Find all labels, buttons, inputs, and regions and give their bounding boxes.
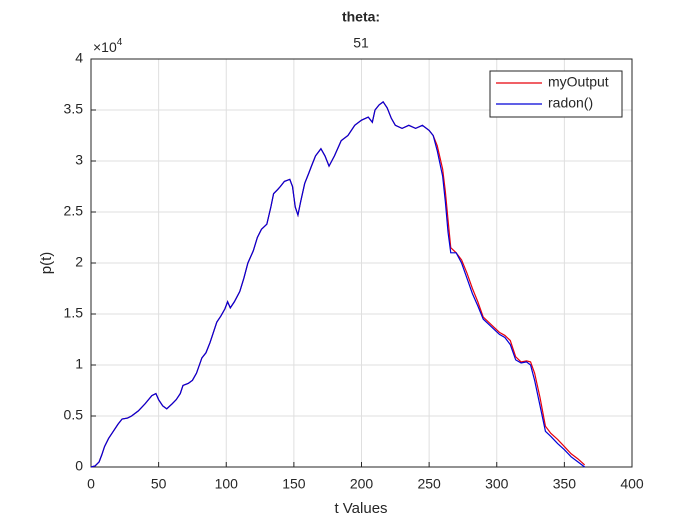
plot-frame xyxy=(90,58,633,468)
y-exponent: ×104 xyxy=(93,37,123,55)
y-tick-label: 1 xyxy=(75,356,83,372)
x-tick-label: 350 xyxy=(553,476,577,492)
x-axis-label: t Values xyxy=(334,500,387,517)
x-tick-label: 0 xyxy=(87,476,95,492)
y-tick-label: 0.5 xyxy=(64,407,84,423)
y-exponent-base: ×10 xyxy=(93,39,117,55)
chart-subtitle: 51 xyxy=(353,35,369,51)
data-line xyxy=(90,100,586,468)
y-tick-label: 4 xyxy=(75,50,83,66)
y-axis-label: p(t) xyxy=(38,252,55,275)
legend-label: myOutput xyxy=(548,74,609,90)
y-exponent-power: 4 xyxy=(117,37,123,48)
x-tick-label: 250 xyxy=(417,476,441,492)
x-tick-label: 150 xyxy=(282,476,306,492)
x-tick-label: 400 xyxy=(620,476,644,492)
y-tick-label: 3 xyxy=(75,152,83,168)
y-tick-label: 2.5 xyxy=(64,203,84,219)
y-tick-label: 3.5 xyxy=(64,101,84,117)
y-tick-label: 0 xyxy=(75,458,83,474)
y-tick-label: 1.5 xyxy=(64,305,84,321)
x-tick-label: 300 xyxy=(485,476,509,492)
x-tick-label: 100 xyxy=(215,476,239,492)
legend-label: radon() xyxy=(548,95,593,111)
x-tick-label: 200 xyxy=(350,476,374,492)
y-tick-label: 2 xyxy=(75,254,83,270)
chart-title: theta: xyxy=(342,9,380,25)
x-tick-label: 50 xyxy=(151,476,167,492)
legend-box xyxy=(489,70,623,118)
